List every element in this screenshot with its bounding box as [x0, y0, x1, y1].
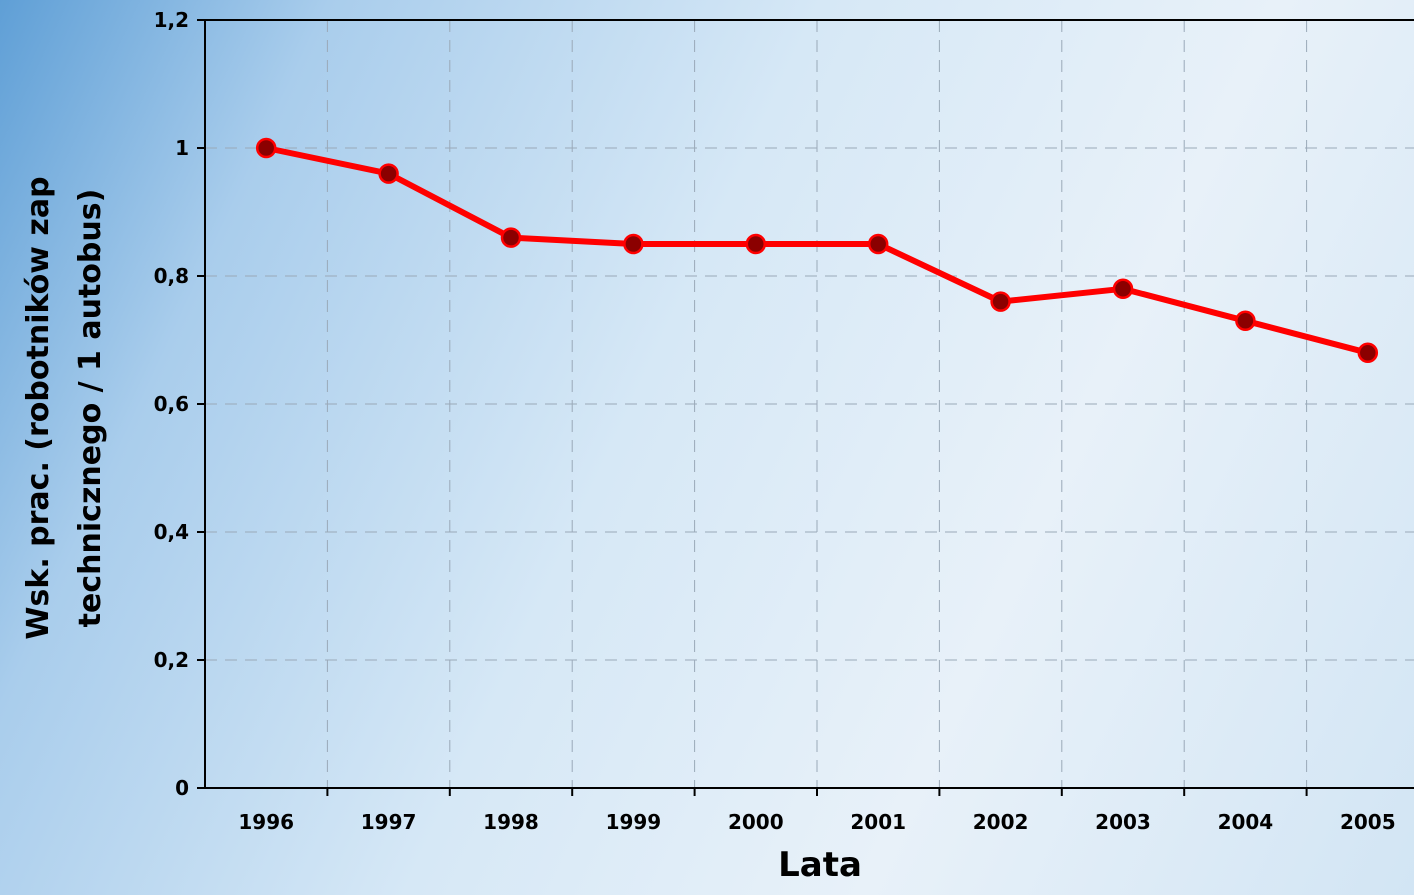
- x-tick-label: 2003: [1095, 810, 1151, 834]
- y-tick-label: 0: [175, 776, 189, 800]
- y-axis-title: Wsk. prac. (robotników zap: [21, 176, 56, 639]
- data-line: [265, 145, 1369, 356]
- x-axis-title: Lata: [778, 845, 862, 885]
- data-point: [1235, 310, 1256, 332]
- x-tick-label: 1998: [483, 810, 539, 834]
- data-point: [378, 163, 399, 184]
- x-tick-label: 1997: [361, 810, 417, 834]
- x-tick-label: 2000: [728, 810, 784, 834]
- y-tick-label: 1: [175, 136, 189, 160]
- x-tick-label: 1999: [606, 810, 662, 834]
- y-tick-label: 0,8: [154, 264, 189, 288]
- y-tick-label: 0,6: [154, 392, 189, 416]
- x-tick-label: 2005: [1340, 810, 1396, 834]
- y-axis-title: technicznego / 1 autobus): [73, 189, 108, 628]
- x-tick-label: 1996: [238, 810, 294, 834]
- y-tick-label: 0,2: [154, 648, 189, 672]
- data-point: [255, 137, 277, 159]
- x-tick-label: 2002: [973, 810, 1029, 834]
- data-point: [623, 233, 644, 255]
- data-point: [1112, 278, 1134, 300]
- data-point: [867, 233, 889, 255]
- y-tick-label: 0,4: [154, 520, 189, 544]
- x-tick-label: 2001: [850, 810, 906, 834]
- y-tick-label: 1,2: [154, 8, 189, 32]
- data-point: [990, 291, 1011, 312]
- x-tick-label: 2004: [1218, 810, 1274, 834]
- data-point: [745, 233, 767, 255]
- data-point: [1357, 342, 1379, 364]
- data-point: [500, 227, 522, 248]
